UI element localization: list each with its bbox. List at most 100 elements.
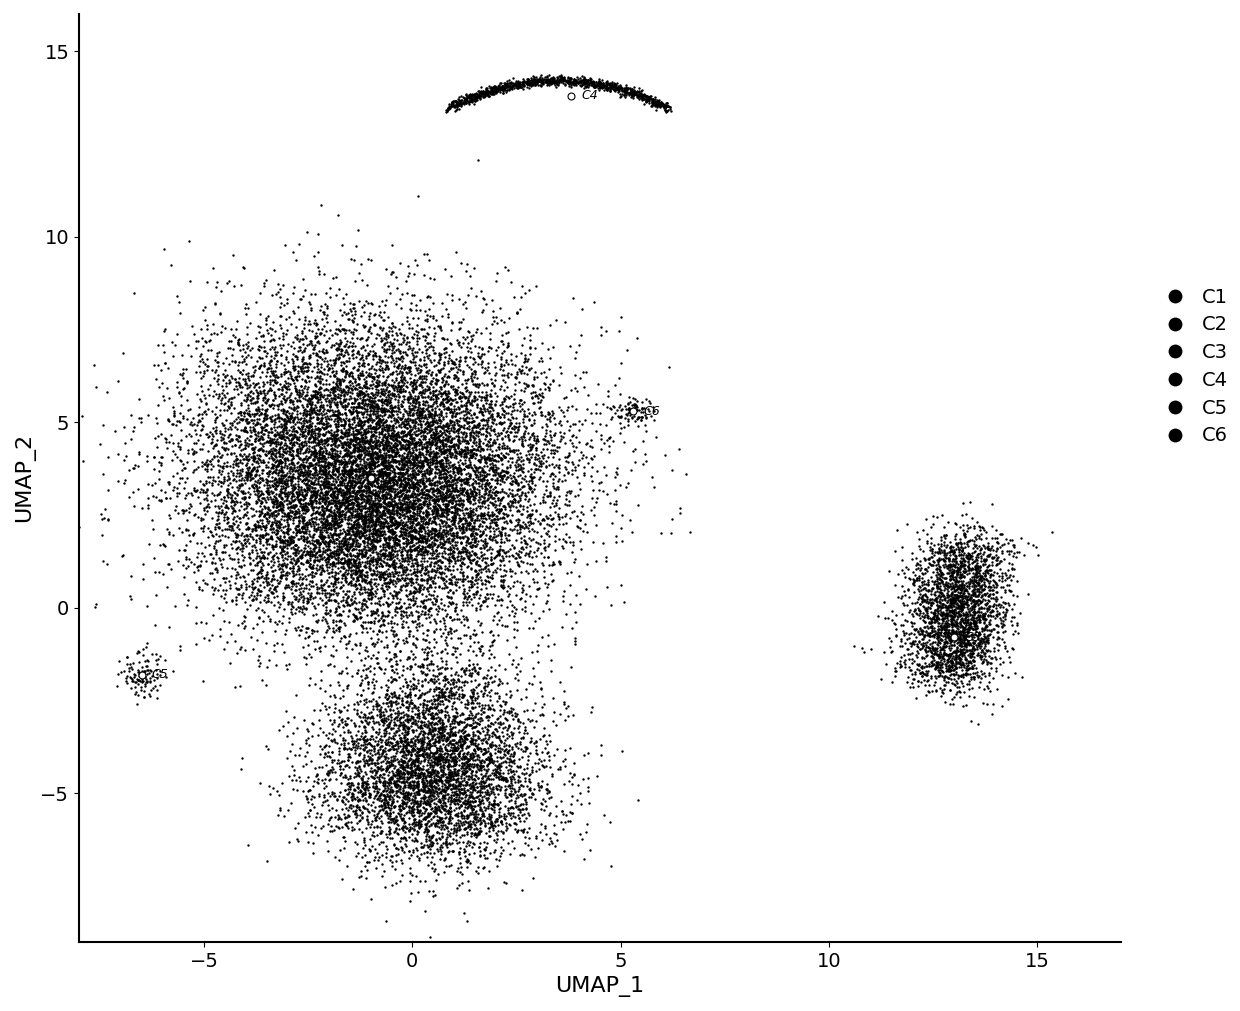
Point (548, 464, 568, 480)
Point (491, 838, 511, 854)
Point (428, 484, 448, 500)
Point (471, 400, 491, 417)
Point (335, 465, 355, 481)
Point (329, 547, 348, 563)
Point (402, 519, 422, 535)
Point (574, 850, 594, 866)
Point (429, 352, 449, 368)
Point (351, 384, 371, 400)
Point (272, 449, 291, 465)
Point (508, 462, 528, 478)
Point (636, 93, 656, 109)
Point (316, 470, 336, 486)
Point (404, 521, 424, 537)
Point (362, 369, 382, 385)
Point (345, 467, 365, 483)
Point (331, 346, 351, 362)
Point (384, 670, 404, 686)
Point (367, 553, 387, 569)
Point (533, 465, 553, 481)
Point (405, 745, 425, 761)
Point (432, 393, 451, 409)
Point (497, 429, 517, 445)
Point (277, 488, 296, 504)
Point (423, 543, 443, 559)
Point (937, 610, 957, 626)
Point (377, 717, 397, 733)
Point (293, 465, 312, 481)
Point (434, 678, 454, 695)
Point (465, 472, 485, 488)
Point (326, 427, 346, 443)
Point (381, 734, 401, 750)
Point (502, 740, 522, 756)
Point (382, 451, 402, 467)
Point (398, 721, 418, 737)
Point (944, 542, 963, 558)
Point (335, 713, 355, 729)
Point (412, 387, 432, 403)
Point (382, 755, 402, 771)
Point (224, 371, 244, 387)
Point (941, 633, 961, 649)
Point (474, 746, 494, 762)
Point (294, 458, 314, 474)
Point (238, 387, 258, 403)
Point (389, 718, 409, 734)
Point (205, 406, 224, 423)
Point (383, 386, 403, 402)
Point (450, 780, 470, 797)
Point (322, 492, 342, 509)
Point (257, 514, 277, 530)
Point (544, 445, 564, 461)
Point (320, 469, 340, 485)
Point (348, 584, 368, 601)
Point (893, 539, 913, 555)
Point (329, 499, 348, 516)
Point (413, 684, 433, 701)
Point (527, 580, 547, 596)
Point (495, 343, 515, 359)
Point (496, 445, 516, 461)
Point (408, 492, 428, 509)
Point (463, 684, 482, 701)
Point (903, 595, 923, 612)
Point (397, 440, 417, 456)
Point (425, 493, 445, 510)
Point (272, 490, 291, 507)
Point (526, 763, 546, 779)
Point (961, 637, 981, 653)
Point (397, 432, 417, 448)
Point (345, 309, 365, 326)
Point (439, 772, 459, 789)
Point (210, 462, 229, 478)
Point (373, 742, 393, 758)
Point (417, 744, 436, 760)
Point (314, 344, 334, 360)
Point (174, 361, 193, 377)
Point (306, 487, 326, 503)
Point (301, 466, 321, 482)
Point (427, 621, 446, 637)
Point (432, 405, 451, 422)
Point (353, 412, 373, 429)
Point (445, 509, 465, 525)
Point (281, 452, 301, 468)
Point (386, 435, 405, 451)
Point (463, 726, 482, 742)
Point (363, 361, 383, 377)
Point (304, 339, 324, 355)
Point (322, 483, 342, 499)
Point (412, 603, 432, 619)
Point (428, 756, 448, 772)
Point (455, 474, 475, 490)
Point (402, 677, 422, 694)
Point (997, 643, 1017, 659)
Point (372, 713, 392, 729)
Point (257, 345, 277, 361)
Point (465, 692, 485, 708)
Point (417, 464, 436, 480)
Point (425, 425, 445, 441)
Point (511, 365, 531, 381)
Point (264, 637, 284, 653)
